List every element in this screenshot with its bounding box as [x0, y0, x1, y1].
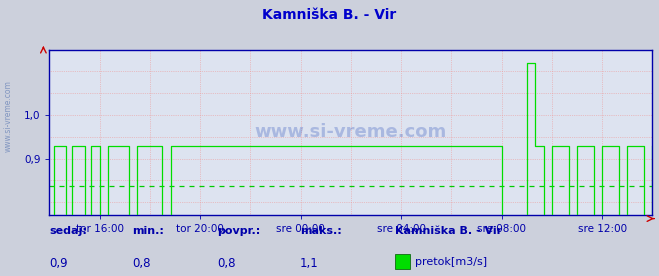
Text: www.si-vreme.com: www.si-vreme.com	[4, 80, 13, 152]
Text: maks.:: maks.:	[300, 226, 341, 236]
Text: 0,9: 0,9	[49, 258, 68, 270]
Text: pretok[m3/s]: pretok[m3/s]	[415, 257, 487, 267]
Text: 0,8: 0,8	[132, 258, 150, 270]
Text: min.:: min.:	[132, 226, 163, 236]
Text: 1,1: 1,1	[300, 258, 318, 270]
Text: povpr.:: povpr.:	[217, 226, 261, 236]
Text: 0,8: 0,8	[217, 258, 236, 270]
Text: Kamniška B. - Vir: Kamniška B. - Vir	[262, 8, 397, 22]
Text: Kamniška B. - Vir: Kamniška B. - Vir	[395, 226, 503, 236]
Text: sedaj:: sedaj:	[49, 226, 87, 236]
Text: www.si-vreme.com: www.si-vreme.com	[255, 123, 447, 142]
